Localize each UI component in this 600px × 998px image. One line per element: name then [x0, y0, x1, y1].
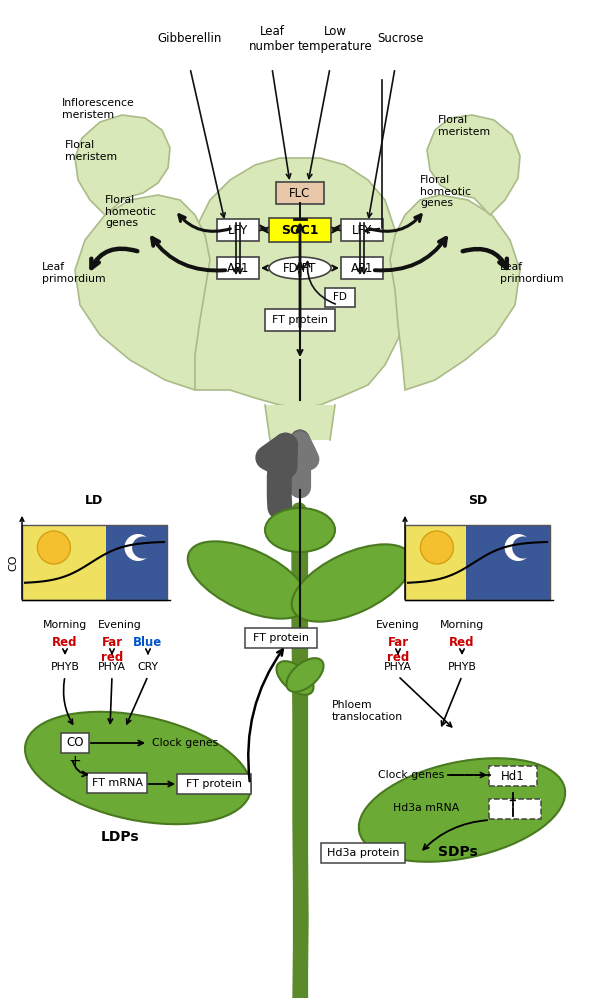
- FancyBboxPatch shape: [265, 309, 335, 331]
- Text: Inflorescence
meristem: Inflorescence meristem: [62, 98, 135, 120]
- Text: Evening: Evening: [98, 620, 142, 630]
- Text: FT mRNA: FT mRNA: [91, 778, 143, 788]
- Text: AP1: AP1: [227, 261, 249, 274]
- Text: CO: CO: [66, 737, 84, 749]
- Text: Red: Red: [52, 636, 78, 649]
- Bar: [405, 525, 466, 600]
- Bar: [22, 525, 167, 600]
- Text: LDPs: LDPs: [101, 830, 139, 844]
- Text: Evening: Evening: [376, 620, 420, 630]
- Text: Clock genes: Clock genes: [152, 738, 218, 748]
- FancyBboxPatch shape: [217, 257, 259, 279]
- Text: LFY: LFY: [228, 224, 248, 237]
- Text: SD: SD: [468, 494, 487, 507]
- Text: Clock genes: Clock genes: [378, 770, 444, 780]
- Text: Hd1: Hd1: [391, 551, 401, 574]
- Text: FT protein: FT protein: [272, 315, 328, 325]
- Ellipse shape: [25, 712, 251, 824]
- Text: PHYB: PHYB: [50, 662, 79, 672]
- Text: Far
red: Far red: [101, 636, 123, 664]
- Text: +: +: [68, 754, 82, 769]
- Bar: [466, 525, 550, 600]
- Text: Floral
meristem: Floral meristem: [438, 115, 490, 137]
- Polygon shape: [75, 115, 170, 215]
- FancyBboxPatch shape: [489, 766, 537, 786]
- Bar: [405, 525, 550, 600]
- Text: FLC: FLC: [289, 187, 311, 200]
- Ellipse shape: [265, 508, 335, 552]
- Ellipse shape: [359, 758, 565, 862]
- Text: Hd3a mRNA: Hd3a mRNA: [393, 803, 459, 813]
- FancyBboxPatch shape: [269, 218, 331, 242]
- Text: PHYB: PHYB: [448, 662, 476, 672]
- Circle shape: [512, 537, 535, 559]
- Polygon shape: [75, 195, 210, 390]
- Text: CRY: CRY: [137, 662, 158, 672]
- Text: –: –: [508, 792, 516, 807]
- FancyBboxPatch shape: [217, 219, 259, 241]
- Ellipse shape: [292, 544, 412, 622]
- Polygon shape: [265, 405, 335, 440]
- Text: Leaf
number: Leaf number: [249, 25, 295, 53]
- Text: LD: LD: [85, 494, 104, 507]
- Polygon shape: [427, 115, 520, 215]
- Text: SOC1: SOC1: [281, 224, 319, 237]
- Text: CO: CO: [8, 554, 18, 571]
- Bar: [22, 525, 106, 600]
- Text: Low
temperature: Low temperature: [298, 25, 373, 53]
- FancyBboxPatch shape: [245, 628, 317, 648]
- Text: Hd3a protein: Hd3a protein: [327, 848, 399, 858]
- Text: Blue: Blue: [133, 636, 163, 649]
- Text: AP1: AP1: [351, 261, 373, 274]
- Polygon shape: [390, 195, 520, 390]
- Text: Floral
homeotic
genes: Floral homeotic genes: [420, 175, 471, 209]
- Text: Morning: Morning: [43, 620, 87, 630]
- FancyBboxPatch shape: [177, 774, 251, 794]
- FancyBboxPatch shape: [341, 219, 383, 241]
- Text: PHYA: PHYA: [98, 662, 126, 672]
- FancyBboxPatch shape: [341, 257, 383, 279]
- FancyBboxPatch shape: [87, 773, 147, 793]
- Text: Gibberellin: Gibberellin: [158, 32, 222, 45]
- Text: Red: Red: [449, 636, 475, 649]
- Ellipse shape: [286, 658, 323, 692]
- Text: FD: FD: [333, 292, 347, 302]
- Polygon shape: [170, 158, 408, 408]
- Text: Floral
meristem: Floral meristem: [65, 140, 117, 162]
- Text: Leaf
primordium: Leaf primordium: [500, 262, 563, 283]
- Text: Sucrose: Sucrose: [377, 32, 423, 45]
- Text: LFY: LFY: [352, 224, 372, 237]
- FancyBboxPatch shape: [325, 287, 355, 306]
- Text: SDPs: SDPs: [438, 845, 478, 859]
- FancyBboxPatch shape: [321, 843, 405, 863]
- FancyBboxPatch shape: [276, 182, 324, 204]
- Text: FT protein: FT protein: [186, 779, 242, 789]
- Circle shape: [125, 534, 151, 561]
- Text: Hd1: Hd1: [501, 769, 525, 782]
- Circle shape: [421, 531, 454, 564]
- Text: Far
red: Far red: [387, 636, 409, 664]
- Circle shape: [37, 531, 70, 564]
- Text: Leaf
primordium: Leaf primordium: [42, 262, 106, 283]
- Text: PHYA: PHYA: [384, 662, 412, 672]
- Ellipse shape: [188, 541, 308, 619]
- Circle shape: [505, 534, 532, 561]
- Text: Phloem
translocation: Phloem translocation: [332, 700, 403, 722]
- Bar: [106, 525, 167, 600]
- Text: FD/FT: FD/FT: [283, 261, 317, 274]
- Ellipse shape: [277, 661, 314, 695]
- Text: Floral
homeotic
genes: Floral homeotic genes: [105, 195, 156, 229]
- FancyBboxPatch shape: [61, 733, 89, 753]
- Text: Morning: Morning: [440, 620, 484, 630]
- FancyBboxPatch shape: [489, 799, 541, 819]
- Circle shape: [132, 537, 154, 559]
- Ellipse shape: [269, 257, 331, 279]
- Text: FT protein: FT protein: [253, 633, 309, 643]
